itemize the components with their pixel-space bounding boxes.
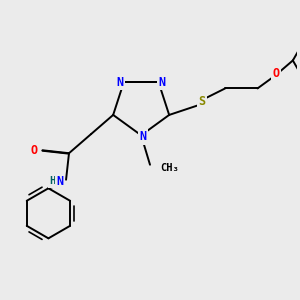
Text: S: S: [198, 95, 205, 108]
Text: N: N: [117, 76, 124, 88]
Text: O: O: [272, 67, 280, 80]
Text: H: H: [50, 176, 56, 186]
Text: O: O: [31, 144, 38, 157]
Text: N: N: [56, 175, 63, 188]
Text: N: N: [158, 76, 166, 88]
Text: N: N: [139, 130, 146, 143]
Text: CH₃: CH₃: [160, 163, 179, 173]
